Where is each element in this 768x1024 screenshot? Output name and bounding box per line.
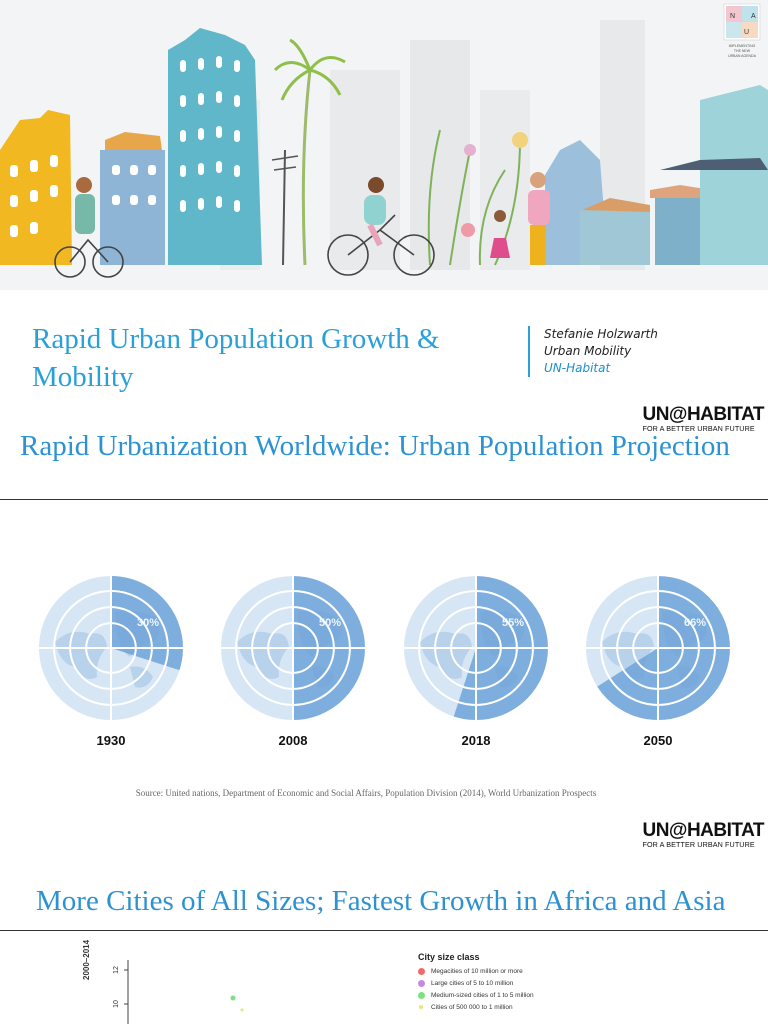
source-note: Source: United nations, Department of Ec… (135, 788, 597, 798)
title-divider (0, 930, 768, 931)
nua-line-2: THE NEW (734, 49, 751, 53)
scatter-point (230, 995, 236, 1001)
slide3-title: More Cities of All Sizes; Fastest Growth… (36, 885, 726, 917)
globe-chart-2018: 55% (402, 574, 550, 722)
globe-chart-2050: 66% (584, 574, 732, 722)
year-label: 2008 (278, 733, 308, 748)
slide1-title: Rapid Urban Population Growth & Mobility (32, 323, 440, 393)
y-axis-label: 2000–2014 (82, 939, 91, 980)
nua-letter-a: A (751, 13, 756, 20)
year-label: 1930 (96, 733, 126, 748)
landmass (130, 666, 153, 688)
legend-label: Large cities of 5 to 10 million (431, 980, 514, 987)
percent-label: 30% (137, 617, 159, 629)
logo-main: UN@HABITAT (642, 404, 764, 425)
urban-share-slice (111, 575, 185, 671)
y-tick-label: 10 (113, 1000, 120, 1008)
nua-letter-u: U (744, 29, 749, 36)
legend: City size class Megacities of 10 million… (418, 952, 534, 1014)
globe-chart-2008: 50% (219, 574, 367, 722)
slide-cities-growth: UN@HABITAT FOR A BETTER URBAN FUTURE Mor… (0, 820, 768, 1024)
un-habitat-logo: UN@HABITAT FOR A BETTER URBAN FUTURE (642, 820, 764, 849)
author-role: Urban Mobility (544, 344, 632, 358)
title-divider (0, 499, 768, 500)
author-org: UN-Habitat (544, 361, 611, 375)
scatter-point (240, 1008, 244, 1012)
year-label: 2050 (643, 733, 673, 748)
nua-line-1: IMPLEMENTING (729, 44, 756, 48)
legend-swatch (418, 979, 425, 987)
logo-main: UN@HABITAT (642, 820, 764, 841)
author-name: Stefanie Holzwarth (544, 327, 658, 341)
city-illustration-banner: N U A IMPLEMENTING THE NEW URBAN AGENDA (0, 0, 768, 290)
year-label: 2018 (461, 733, 491, 748)
slide2-title: Rapid Urbanization Worldwide: Urban Popu… (20, 430, 730, 462)
legend-item: Large cities of 5 to 10 million (418, 978, 534, 990)
y-tick-label: 12 (113, 966, 120, 974)
nua-line-3: URBAN AGENDA (728, 54, 756, 58)
slide-title: N U A IMPLEMENTING THE NEW URBAN AGENDA … (0, 0, 768, 395)
legend-item: Medium-sized cities of 1 to 5 million (418, 990, 534, 1002)
logo-tagline: FOR A BETTER URBAN FUTURE (642, 424, 755, 433)
globe-chart-1930: 30% (37, 574, 185, 722)
percent-label: 66% (684, 617, 706, 629)
legend-label: Megacities of 10 million or more (431, 968, 523, 975)
legend-swatch (418, 991, 425, 999)
author-block: Stefanie Holzwarth Urban Mobility UN-Hab… (528, 326, 658, 377)
legend-swatch (419, 1005, 423, 1010)
percent-label: 50% (319, 617, 341, 629)
nua-letter-n: N (730, 13, 735, 20)
legend-label: Medium-sized cities of 1 to 5 million (431, 992, 534, 999)
legend-item: Cities of 500 000 to 1 million (418, 1002, 534, 1014)
percent-label: 55% (502, 617, 524, 629)
growth-scatter-fragment: 12 10 (113, 960, 244, 1024)
legend-title: City size class (418, 952, 480, 962)
legend-swatch (418, 967, 425, 975)
logo-tagline: FOR A BETTER URBAN FUTURE (642, 840, 755, 849)
legend-label: Cities of 500 000 to 1 million (431, 1004, 513, 1011)
un-habitat-logo: UN@HABITAT FOR A BETTER URBAN FUTURE (642, 404, 764, 433)
legend-item: Megacities of 10 million or more (418, 966, 534, 978)
slide-urban-projection: UN@HABITAT FOR A BETTER URBAN FUTURE Rap… (0, 400, 768, 815)
nua-logo: N U A IMPLEMENTING THE NEW URBAN AGENDA (723, 3, 761, 58)
